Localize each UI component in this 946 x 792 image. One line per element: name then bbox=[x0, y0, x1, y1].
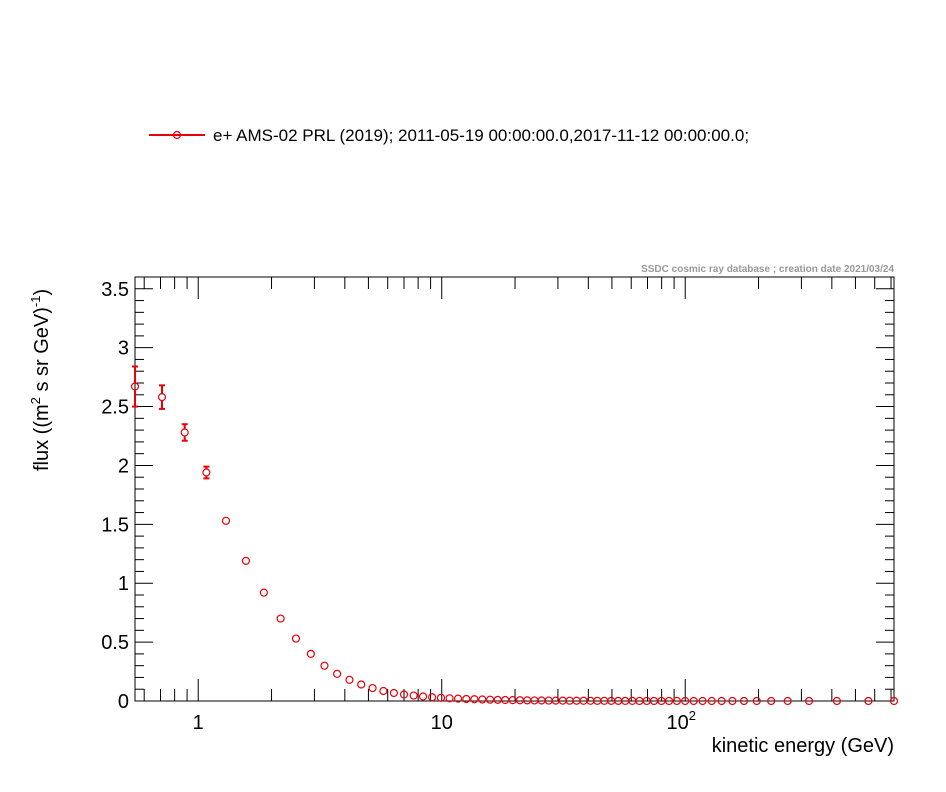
x-tick-label: 1 bbox=[193, 712, 204, 734]
data-point bbox=[306, 649, 315, 658]
data-point bbox=[832, 696, 842, 706]
data-point bbox=[767, 696, 776, 706]
data-point bbox=[180, 428, 189, 437]
data-point bbox=[664, 696, 674, 706]
y-tick-label: 3.5 bbox=[101, 279, 129, 301]
data-point bbox=[739, 696, 749, 706]
data-point bbox=[493, 695, 502, 704]
data-point bbox=[864, 696, 873, 706]
data-point bbox=[276, 614, 285, 623]
x-tick-label-exponent: 2 bbox=[689, 708, 696, 723]
data-point bbox=[717, 696, 726, 706]
data-point bbox=[486, 695, 495, 704]
data-point bbox=[462, 694, 471, 704]
legend-marker-swatch bbox=[172, 130, 182, 140]
data-points bbox=[130, 382, 899, 706]
data-point bbox=[291, 634, 301, 643]
x-tick-label-base: 10 bbox=[666, 712, 688, 734]
data-point bbox=[320, 661, 329, 670]
data-point bbox=[436, 693, 446, 702]
data-point bbox=[889, 696, 899, 706]
credit-text: SSDC cosmic ray database ; creation date… bbox=[641, 264, 894, 275]
data-point bbox=[470, 695, 479, 704]
axis-ticks bbox=[135, 276, 894, 702]
data-point bbox=[530, 696, 539, 705]
data-point bbox=[221, 516, 231, 525]
y-axis-title-part3: ) bbox=[31, 289, 53, 296]
y-tick-label: 2 bbox=[118, 455, 129, 477]
x-tick-label: 102 bbox=[666, 708, 695, 734]
data-point bbox=[783, 696, 792, 706]
y-tick-label: 2.5 bbox=[101, 397, 129, 419]
data-point bbox=[804, 696, 814, 706]
y-tick-label: 1 bbox=[118, 573, 129, 595]
data-point bbox=[157, 393, 167, 402]
y-axis-title-part2: s sr GeV) bbox=[31, 307, 53, 397]
x-tick-label: 10 bbox=[431, 712, 453, 734]
y-tick-label: 0.5 bbox=[101, 632, 129, 654]
y-axis-title: flux ((m2 s sr GeV)-1) bbox=[28, 289, 53, 471]
data-point bbox=[379, 686, 388, 696]
data-point bbox=[389, 688, 398, 698]
x-tick-labels: 1 10 102 bbox=[193, 708, 696, 734]
data-point bbox=[523, 696, 532, 705]
data-point bbox=[345, 675, 354, 684]
plot-frame bbox=[134, 276, 895, 702]
data-point bbox=[428, 693, 437, 702]
data-point bbox=[418, 692, 428, 701]
data-point bbox=[752, 696, 761, 706]
data-point bbox=[130, 382, 140, 391]
y-axis-title-sup2: -1 bbox=[28, 296, 43, 308]
data-point bbox=[259, 588, 268, 597]
y-tick-labels: 0 0.5 1 1.5 2 2.5 3 3.5 bbox=[101, 279, 129, 713]
legend: e+ AMS-02 PRL (2019); 2011-05-19 00:00:0… bbox=[149, 126, 749, 145]
legend-label: e+ AMS-02 PRL (2019); 2011-05-19 00:00:0… bbox=[213, 126, 749, 145]
data-point bbox=[681, 696, 690, 706]
y-tick-label: 3 bbox=[118, 338, 129, 360]
data-point bbox=[357, 680, 366, 689]
data-point bbox=[728, 696, 737, 706]
data-point bbox=[409, 691, 418, 700]
data-point bbox=[202, 468, 211, 477]
data-point bbox=[368, 683, 377, 693]
data-point bbox=[453, 694, 463, 703]
y-tick-label: 0 bbox=[118, 691, 129, 713]
data-point bbox=[399, 690, 409, 699]
y-tick-label: 1.5 bbox=[101, 514, 129, 536]
data-point bbox=[689, 696, 698, 706]
data-point bbox=[333, 669, 342, 679]
data-point bbox=[707, 696, 716, 706]
y-axis-title-sup1: 2 bbox=[28, 397, 43, 404]
data-point bbox=[501, 695, 510, 705]
y-axis-title-part1: flux ((m bbox=[31, 404, 53, 471]
data-point bbox=[445, 694, 454, 703]
data-point bbox=[698, 696, 707, 706]
data-point bbox=[241, 556, 251, 565]
data-point bbox=[515, 696, 525, 705]
data-point bbox=[478, 695, 487, 704]
data-point bbox=[537, 696, 546, 705]
x-axis-title: kinetic energy (GeV) bbox=[712, 735, 894, 757]
data-point bbox=[672, 696, 681, 706]
